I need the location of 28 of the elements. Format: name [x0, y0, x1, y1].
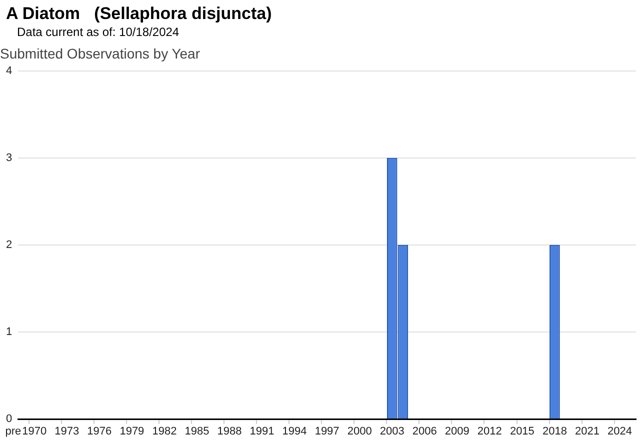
chart-title: A Diatom (Sellaphora disjuncta): [6, 4, 272, 24]
x-tick-label: 1982: [152, 426, 177, 438]
x-tick-label: 1985: [184, 426, 210, 438]
x-tick-label: 2006: [412, 426, 437, 438]
x-tick-label: 1970: [22, 426, 47, 438]
y-tick-label: 3: [6, 152, 12, 164]
x-tick-label: 2015: [510, 426, 534, 438]
y-tick-label: 4: [6, 64, 12, 77]
chart-subtitle: Data current as of: 10/18/2024: [17, 25, 180, 39]
y-tick-label: 1: [6, 326, 12, 338]
x-tick-label: 2012: [477, 426, 502, 438]
x-tick-label: 1997: [314, 426, 340, 438]
x-tick-label: 1976: [87, 426, 112, 438]
x-tick-label: 2000: [347, 426, 372, 438]
x-tick-label: 1979: [120, 426, 144, 438]
x-tick-label: 2018: [542, 426, 567, 438]
x-tick-label: 1994: [282, 426, 307, 438]
x-tick-label: 2009: [444, 426, 470, 438]
y-tick-label: 2: [6, 238, 12, 251]
x-tick-label: 2024: [608, 426, 632, 438]
y-tick-label: 0: [6, 413, 12, 426]
x-tick-label: 1973: [54, 426, 80, 438]
x-tick-label: pre: [5, 426, 22, 438]
x-tick-label: 1991: [250, 426, 274, 438]
x-tick-label: 2003: [380, 426, 404, 438]
x-tick-label: 1988: [217, 426, 242, 438]
y-axis-title: Submitted Observations by Year: [0, 45, 200, 62]
x-tick-label: 2021: [574, 426, 600, 438]
